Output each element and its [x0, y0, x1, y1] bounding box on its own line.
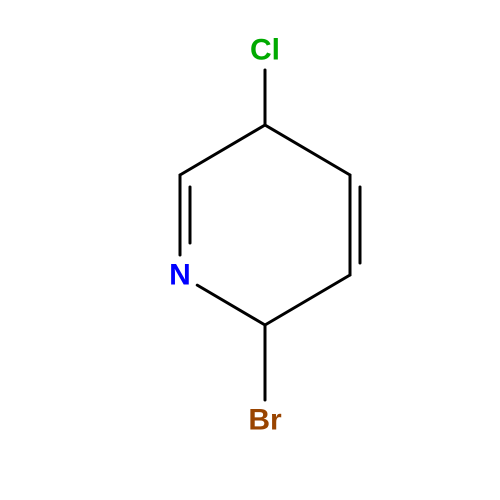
atom-label-br: Br: [248, 404, 282, 437]
molecule-diagram: N Cl Br: [0, 0, 500, 500]
bond: [265, 275, 350, 325]
atom-label-n: N: [169, 259, 191, 292]
bond: [197, 285, 265, 325]
bond: [180, 125, 265, 175]
atom-label-cl: Cl: [250, 34, 280, 67]
bond: [265, 125, 350, 175]
